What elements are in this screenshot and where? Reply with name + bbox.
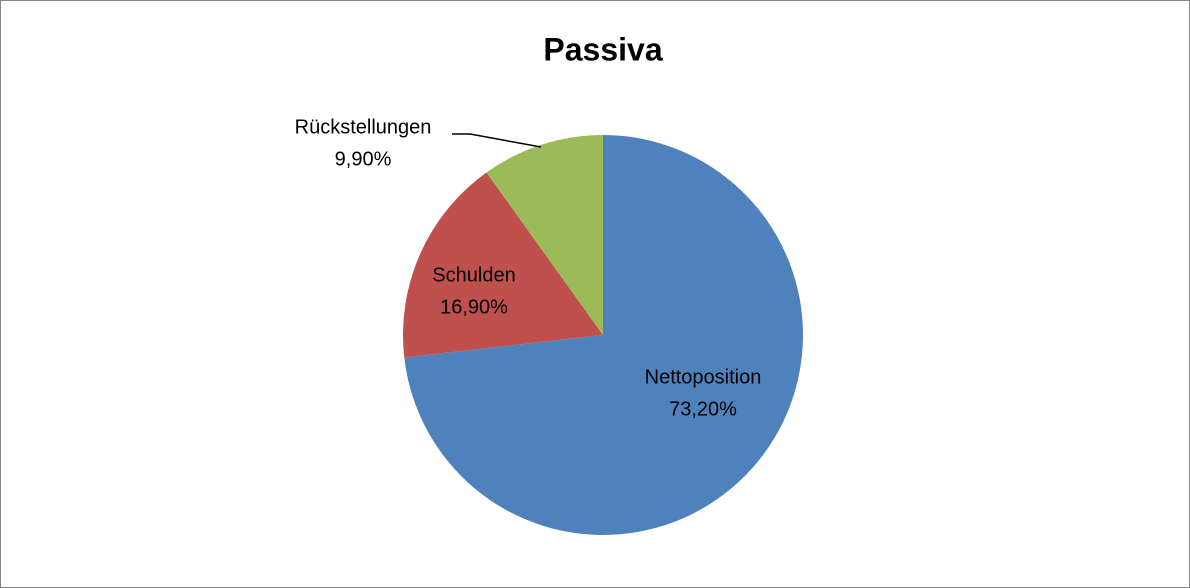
pie-slice — [486, 135, 603, 335]
slice-value-label: 16,90% — [440, 296, 508, 318]
slice-label: Rückstellungen — [295, 116, 432, 138]
chart-title: Passiva — [543, 31, 662, 67]
slice-value-label: 9,90% — [335, 148, 392, 170]
pie-slice — [402, 172, 603, 358]
slice-label: Schulden — [432, 264, 515, 286]
pie-slice — [404, 135, 803, 535]
slice-value-label: 73,20% — [669, 398, 737, 420]
leader-line — [452, 133, 542, 148]
slice-label: Nettoposition — [645, 366, 762, 388]
